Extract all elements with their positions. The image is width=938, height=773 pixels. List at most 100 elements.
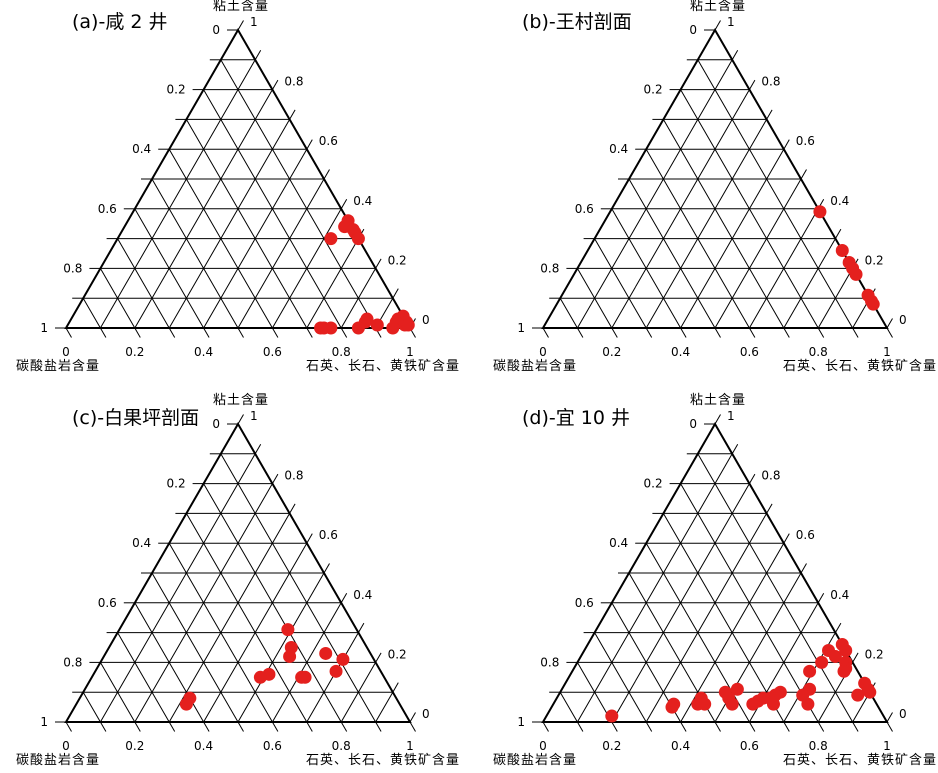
tick-label-carbonate: 0.6 xyxy=(575,596,594,610)
tick-right xyxy=(766,109,773,120)
grid-line-quartz xyxy=(645,513,768,723)
grid-line-carbonate xyxy=(151,178,239,329)
tick-label-clay: 0.8 xyxy=(761,75,780,89)
tick-bottom xyxy=(99,327,107,338)
tick-right xyxy=(237,414,244,425)
data-point xyxy=(725,697,739,711)
tick-label-quartz: 0.2 xyxy=(125,739,144,753)
tick-label-quartz: 0.6 xyxy=(263,345,282,359)
grid-line-quartz xyxy=(168,119,291,329)
tick-bottom xyxy=(237,721,244,732)
tick-right xyxy=(800,169,807,180)
tick-bottom xyxy=(576,327,584,338)
tick-label-quartz: 1 xyxy=(883,739,891,753)
tick-label-quartz: 0.4 xyxy=(671,739,690,753)
panel-title: (c)-白果坪剖面 xyxy=(72,407,199,429)
tick-right xyxy=(271,79,279,90)
tick-right xyxy=(306,139,313,150)
data-point xyxy=(849,267,863,281)
tick-label-quartz: 0.8 xyxy=(809,739,828,753)
data-point xyxy=(863,685,877,699)
tick-label-quartz: 0.6 xyxy=(740,345,759,359)
grid-line-carbonate xyxy=(220,453,377,723)
tick-label-clay: 0.8 xyxy=(761,469,780,483)
panel-title: (b)-王村剖面 xyxy=(522,11,632,33)
grid-line-carbonate xyxy=(99,268,136,329)
tick-right xyxy=(817,593,825,604)
grid-line-carbonate xyxy=(697,59,854,329)
grid-line-quartz xyxy=(748,208,819,329)
data-point xyxy=(839,643,853,657)
tick-right xyxy=(731,50,739,61)
tick-right xyxy=(254,50,262,61)
data-point xyxy=(730,682,744,696)
tick-label-quartz: 0.6 xyxy=(740,739,759,753)
tick-right xyxy=(714,20,721,31)
apex-right-title: 石英、长石、黄铁矿含量 xyxy=(306,752,460,768)
apex-top-title: 粘土含量 xyxy=(690,0,746,14)
tick-label-carbonate: 0.6 xyxy=(98,596,117,610)
tick-label-clay: 0 xyxy=(899,313,907,327)
data-point xyxy=(691,697,705,711)
tick-label-quartz: 0 xyxy=(62,345,70,359)
grid-line-quartz xyxy=(645,119,768,329)
data-point xyxy=(319,646,333,660)
tick-label-quartz: 0 xyxy=(539,739,547,753)
grid-line-carbonate xyxy=(594,632,647,723)
grid-line-quartz xyxy=(576,453,733,723)
tick-label-carbonate: 1 xyxy=(517,715,525,729)
tick-bottom xyxy=(714,327,721,338)
grid-line-quartz xyxy=(99,453,256,723)
data-point xyxy=(386,321,400,335)
grid-line-carbonate xyxy=(611,208,682,329)
grid-line-quartz xyxy=(714,178,802,329)
data-point xyxy=(401,318,415,332)
grid-line-carbonate xyxy=(662,513,785,723)
grid-line-quartz xyxy=(168,513,291,723)
tick-bottom xyxy=(852,721,859,732)
tick-label-clay: 1 xyxy=(250,15,258,29)
tick-label-quartz: 0 xyxy=(539,345,547,359)
tick-right xyxy=(748,473,756,484)
data-point xyxy=(851,688,865,702)
tick-bottom xyxy=(375,721,382,732)
apex-right-title: 石英、长石、黄铁矿含量 xyxy=(306,358,460,374)
tick-label-carbonate: 0.4 xyxy=(132,536,151,550)
data-point xyxy=(835,244,849,258)
tick-bottom xyxy=(645,721,653,732)
tick-bottom xyxy=(783,327,790,338)
tick-bottom xyxy=(134,327,141,338)
data-point xyxy=(283,649,297,663)
tick-label-quartz: 0.8 xyxy=(332,345,351,359)
tick-label-quartz: 0.2 xyxy=(602,345,621,359)
grid-line-quartz xyxy=(340,268,377,329)
grid-line-quartz xyxy=(237,178,325,329)
tick-label-quartz: 1 xyxy=(883,345,891,359)
grid-line-quartz xyxy=(99,59,256,329)
tick-label-carbonate: 0.2 xyxy=(167,83,186,97)
apex-left-title: 碳酸盐岩含量 xyxy=(16,752,100,768)
data-point xyxy=(351,321,365,335)
tick-bottom xyxy=(203,327,210,338)
tick-right xyxy=(340,199,348,210)
tick-label-carbonate: 0 xyxy=(212,417,220,431)
tick-right xyxy=(254,444,262,455)
tick-right xyxy=(375,258,382,269)
tick-label-carbonate: 0.8 xyxy=(63,655,82,669)
tick-bottom xyxy=(409,721,416,732)
data-point xyxy=(837,664,851,678)
tick-label-carbonate: 0 xyxy=(689,23,697,37)
data-point xyxy=(324,232,338,246)
tick-bottom xyxy=(680,721,687,732)
grid-line-carbonate xyxy=(117,632,170,723)
grid-line-quartz xyxy=(576,59,733,329)
tick-label-clay: 0.8 xyxy=(284,469,303,483)
grid-line-carbonate xyxy=(151,572,239,723)
tick-label-clay: 0.6 xyxy=(319,528,338,542)
apex-right-title: 石英、长石、黄铁矿含量 xyxy=(783,752,937,768)
data-point xyxy=(803,664,817,678)
grid-line-carbonate xyxy=(662,119,785,329)
grid-line-carbonate xyxy=(82,691,101,723)
